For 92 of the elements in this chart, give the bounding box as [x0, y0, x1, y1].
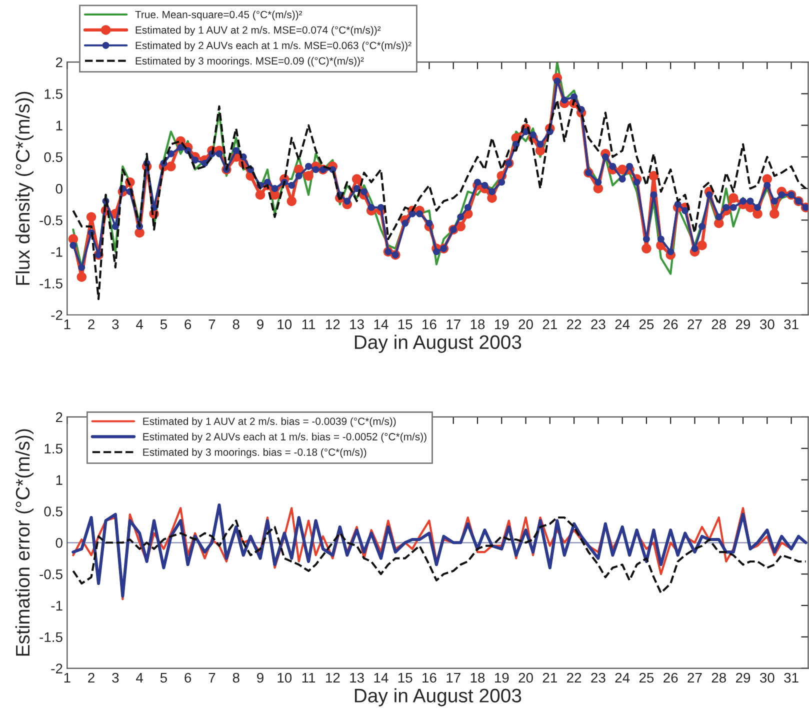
x-tick-label: 1	[64, 320, 70, 330]
x-tick-label: 14	[374, 320, 388, 330]
y-tick-label: 2	[56, 57, 62, 68]
x-tick-label: 16	[422, 672, 436, 683]
x-tick-label: 18	[470, 672, 485, 683]
x-tick-label: 10	[278, 319, 292, 330]
x-tick-label: 9	[257, 319, 264, 330]
x-tick-label: 3	[112, 319, 119, 330]
legend-label: Estimated by 1 AUV at 2 m/s. MSE=0.074 (°C*(m/s))²	[136, 26, 381, 36]
x-tick-label: 7	[208, 672, 216, 683]
x-tick-label: 13	[350, 319, 364, 330]
x-tick-label: 15	[398, 320, 412, 330]
y-tick-label: 2	[56, 412, 62, 422]
x-tick-label: 4	[136, 320, 144, 330]
x-tick-label: 30	[760, 319, 774, 330]
x-tick-label: 7	[208, 320, 216, 330]
x-tick-label: 10	[278, 672, 292, 683]
x-tick-label: 20	[518, 319, 533, 330]
y-tick-label: -0.5	[40, 215, 62, 226]
x-tick-label: 17	[446, 320, 460, 330]
x-tick-label: 22	[567, 319, 582, 330]
x-tick-label: 6	[184, 672, 192, 683]
x-tick-label: 27	[688, 319, 702, 330]
x-tick-label: 8	[232, 672, 240, 683]
x-tick-label: 23	[591, 672, 606, 683]
x-tick-label: 11	[302, 320, 316, 330]
x-tick-label: 19	[494, 319, 509, 330]
x-tick-label: 31	[784, 672, 798, 683]
x-tick-label: 29	[736, 319, 750, 330]
x-tick-label: 12	[326, 319, 340, 330]
x-tick-label: 30	[760, 672, 774, 683]
y-tick-label: -1	[51, 247, 62, 257]
x-tick-label: 21	[542, 319, 557, 330]
x-tick-label: 5	[160, 672, 167, 683]
x-tick-label: 18	[470, 319, 485, 330]
legend-label: True. Mean-square=0.45 (°C*(m/s))²	[135, 10, 302, 20]
x-tick-label: 27	[688, 672, 702, 683]
x-tick-label: 21	[542, 672, 557, 683]
legend-label: Estimated by 1 AUV at 2 m/s. bias = -0.0039 (°C*(m/s))	[143, 417, 396, 428]
x-tick-label: 24	[615, 319, 630, 330]
x-tick-label: 12	[326, 672, 340, 683]
legend-label: Estimated by 2 AUVs each at 1 m/s. bias = -0.0052 (°C*(m/s))	[143, 432, 426, 442]
x-tick-label: 15	[398, 672, 412, 683]
y-tick-label: 1	[56, 475, 62, 485]
x-axis-title: Day in August 2003	[354, 334, 522, 353]
x-tick-label: 28	[712, 672, 726, 683]
y-tick-label: 0.5	[44, 506, 62, 516]
y-tick-label: 0	[56, 538, 62, 548]
x-tick-label: 9	[257, 672, 264, 683]
x-tick-label: 2	[88, 672, 94, 683]
y-tick-label: 0	[56, 184, 62, 194]
x-tick-label: 3	[112, 672, 119, 683]
x-tick-label: 20	[518, 672, 533, 683]
x-axis-title: Day in August 2003	[354, 688, 522, 706]
x-tick-label: 2	[88, 319, 94, 330]
x-tick-label: 16	[422, 319, 436, 330]
x-tick-label: 19	[494, 672, 509, 683]
x-tick-label: 24	[615, 672, 630, 683]
y-axis-title: Flux density (°C*(m/s))	[15, 92, 34, 285]
y-tick-label: -1.5	[40, 632, 62, 642]
y-tick-label: -2	[51, 664, 62, 674]
y-tick-label: 1.5	[44, 444, 62, 454]
x-tick-label: 22	[567, 672, 582, 683]
y-tick-label: -2	[51, 310, 62, 320]
x-tick-label: 13	[350, 672, 364, 683]
y-tick-label: -0.5	[40, 569, 62, 580]
x-tick-label: 26	[664, 319, 678, 330]
x-tick-label: 14	[374, 672, 388, 683]
y-tick-label: 1	[56, 120, 62, 130]
x-tick-label: 17	[446, 672, 460, 683]
x-tick-label: 25	[639, 672, 654, 683]
legend-label: Estimated by 3 moorings. MSE=0.09 ((°C)*(m/s))²	[136, 56, 364, 67]
y-tick-label: -1	[51, 600, 62, 611]
x-tick-label: 28	[712, 319, 726, 330]
x-tick-label: 23	[591, 319, 606, 330]
x-tick-label: 1	[64, 672, 70, 683]
x-tick-label: 11	[302, 672, 316, 683]
legend-label: Estimated by 3 moorings. bias = -0.18 (°C*(m/s))	[143, 448, 366, 458]
x-tick-label: 6	[184, 319, 192, 330]
legend-label: Estimated by 2 AUVs each at 1 m/s. MSE=0.063 (°C*(m/s))²	[136, 41, 412, 52]
x-tick-label: 26	[664, 672, 678, 683]
line-series	[72, 516, 807, 594]
y-tick-label: 0.5	[44, 152, 62, 162]
x-tick-label: 25	[639, 319, 654, 330]
y-axis-title: Estimation error (°C*(m/s))	[15, 429, 34, 656]
x-tick-label: 8	[232, 319, 240, 330]
x-tick-label: 4	[136, 672, 144, 683]
y-tick-label: 1.5	[44, 89, 62, 99]
x-tick-label: 31	[784, 319, 798, 330]
x-tick-label: 29	[736, 672, 750, 683]
x-tick-label: 5	[160, 320, 167, 330]
y-tick-label: -1.5	[40, 278, 62, 288]
